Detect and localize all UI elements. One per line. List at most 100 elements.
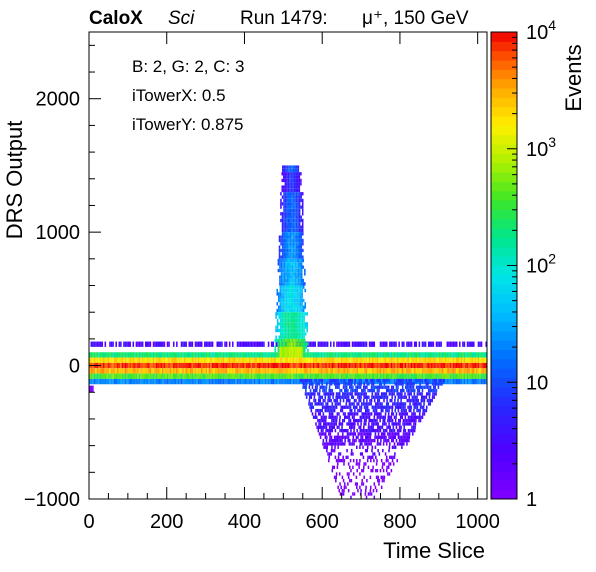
heatmap-cell-pedestal: [423, 368, 425, 374]
heatmap-cell-undershoot: [363, 432, 366, 436]
heatmap-cell-signal: [292, 325, 294, 329]
heatmap-cell-pedestal: [168, 368, 170, 374]
heatmap-cell-signal: [298, 182, 301, 186]
heatmap-cell-pedestal: [241, 341, 243, 347]
heatmap-cell-pedestal: [152, 341, 155, 347]
heatmap-cell-pedestal: [177, 362, 180, 369]
heatmap-cell-undershoot: [344, 412, 346, 416]
heatmap-cell-undershoot: [413, 402, 416, 406]
heatmap-cell-pedestal: [365, 362, 368, 369]
heatmap-cell-pedestal: [255, 368, 257, 374]
heatmap-cell-signal: [287, 225, 290, 229]
heatmap-cell-pedestal: [326, 368, 329, 374]
heatmap-cell-signal: [275, 325, 277, 329]
heatmap-cell-signal: [289, 215, 292, 219]
heatmap-cell-signal: [283, 268, 286, 273]
heatmap-cell-undershoot: [387, 438, 390, 443]
heatmap-cell-pedestal: [468, 341, 470, 347]
heatmap-cell-pedestal: [306, 368, 309, 374]
heatmap-cell-signal: [284, 285, 286, 289]
heatmap-cell-pedestal: [89, 352, 91, 358]
heatmap-cell-pedestal: [90, 341, 93, 347]
heatmap-cell-undershoot: [429, 398, 432, 403]
heatmap-cell-undershoot: [314, 415, 316, 419]
heatmap-cell-undershoot: [370, 385, 373, 389]
heatmap-cell-pedestal: [347, 357, 349, 363]
heatmap-cell-undershoot: [359, 415, 362, 419]
heatmap-cell-signal: [286, 322, 288, 326]
heatmap-cell-pedestal: [127, 378, 130, 385]
heatmap-cell-pedestal: [424, 373, 427, 379]
heatmap-cell-pedestal: [278, 373, 281, 379]
heatmap-cell-pedestal: [412, 378, 414, 385]
heatmap-cell-undershoot: [390, 432, 392, 436]
heatmap-cell-undershoot: [425, 408, 428, 413]
heatmap-cell-signal: [284, 215, 287, 219]
heatmap-cell-signal: [284, 302, 286, 306]
heatmap-cell-signal: [279, 322, 282, 326]
heatmap-cell-signal: [278, 292, 280, 296]
heatmap-cell-signal: [284, 235, 287, 239]
heatmap-cell-pedestal: [314, 357, 316, 363]
heatmap-cell-undershoot: [365, 442, 368, 446]
heatmap-cell-undershoot: [401, 412, 404, 416]
heatmap-cell-signal: [283, 202, 285, 206]
heatmap-cell-undershoot: [367, 425, 370, 429]
heatmap-cell-pedestal: [109, 368, 111, 374]
heatmap-cell-undershoot: [359, 445, 361, 449]
heatmap-cell-signal: [278, 248, 281, 253]
heatmap-cell-pedestal: [214, 368, 217, 374]
heatmap-cell-pedestal: [138, 362, 141, 369]
heatmap-cell-pedestal: [190, 357, 192, 363]
colorbar-segment: [491, 153, 517, 164]
heatmap-cell-undershoot: [335, 438, 337, 443]
heatmap-cell-undershoot: [316, 408, 319, 413]
heatmap-cell-signal: [280, 248, 282, 253]
heatmap-cell-pedestal: [399, 368, 402, 374]
heatmap-cell-pedestal: [280, 357, 282, 363]
heatmap-cell-undershoot: [405, 432, 408, 436]
heatmap-cell-pedestal: [113, 362, 116, 369]
heatmap-cell-pedestal: [199, 362, 201, 369]
heatmap-cell-undershoot: [362, 482, 365, 486]
heatmap-cell-undershoot: [353, 415, 355, 419]
heatmap-cell-signal: [286, 215, 288, 219]
heatmap-cell-signal: [290, 325, 293, 329]
heatmap-cell-signal: [301, 298, 303, 303]
heatmap-cell-pedestal: [165, 362, 167, 369]
heatmap-cell-signal: [291, 275, 294, 279]
heatmap-cell-undershoot: [325, 425, 328, 429]
heatmap-cell-pedestal: [246, 362, 248, 369]
heatmap-cell-undershoot: [387, 432, 389, 436]
heatmap-cell-undershoot: [375, 385, 377, 389]
heatmap-cell-signal: [292, 225, 295, 229]
heatmap-cell-pedestal: [463, 362, 466, 369]
heatmap-cell-undershoot: [356, 485, 358, 489]
heatmap-cell-undershoot: [418, 402, 421, 406]
heatmap-cell-signal: [288, 342, 291, 346]
heatmap-cell-signal: [295, 285, 297, 289]
heatmap-cell-undershoot: [324, 398, 326, 403]
heatmap-cell-signal: [292, 192, 295, 196]
heatmap-cell-undershoot: [371, 468, 374, 473]
heatmap-cell-undershoot: [382, 422, 384, 426]
heatmap-cell-undershoot: [374, 432, 377, 436]
heatmap-cell-undershoot: [375, 435, 378, 439]
heatmap-cell-signal: [293, 175, 296, 179]
heatmap-cell-pedestal: [252, 378, 254, 385]
heatmap-cell-pedestal: [286, 378, 288, 385]
heatmap-cell-pedestal: [357, 357, 360, 363]
heatmap-cell-undershoot: [335, 382, 337, 386]
heatmap-cell-undershoot: [425, 385, 427, 389]
heatmap-cell-pedestal: [99, 378, 102, 385]
heatmap-cell-signal: [281, 312, 284, 316]
heatmap-cell-signal: [289, 328, 291, 333]
heatmap-cell-undershoot: [421, 388, 424, 393]
heatmap-cell-pedestal: [441, 352, 444, 358]
heatmap-cell-undershoot: [392, 428, 394, 433]
heatmap-cell-signal: [300, 245, 303, 249]
heatmap-cell-pedestal: [89, 378, 91, 385]
heatmap-cell-pedestal: [162, 357, 164, 363]
heatmap-cell-pedestal: [123, 362, 125, 369]
heatmap-cell-pedestal: [208, 357, 211, 363]
